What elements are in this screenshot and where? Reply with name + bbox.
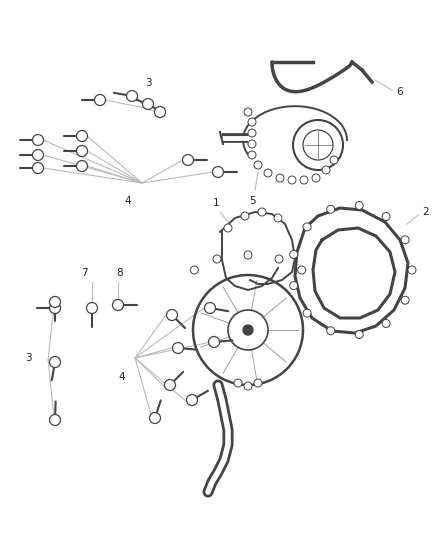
Text: 2: 2 — [422, 207, 429, 217]
Text: 5: 5 — [249, 196, 255, 206]
Circle shape — [155, 107, 166, 117]
Circle shape — [248, 129, 256, 137]
Circle shape — [355, 330, 363, 338]
Circle shape — [382, 213, 390, 221]
Circle shape — [327, 205, 335, 213]
Circle shape — [401, 296, 409, 304]
Text: 3: 3 — [25, 353, 31, 363]
Circle shape — [276, 174, 284, 182]
Circle shape — [244, 108, 252, 116]
Circle shape — [327, 327, 335, 335]
Circle shape — [258, 208, 266, 216]
Circle shape — [234, 379, 242, 387]
Circle shape — [254, 379, 262, 387]
Circle shape — [95, 94, 106, 106]
Circle shape — [248, 118, 256, 126]
Circle shape — [248, 140, 256, 148]
Circle shape — [248, 151, 256, 159]
Circle shape — [243, 325, 253, 335]
Circle shape — [330, 156, 338, 164]
Circle shape — [312, 174, 320, 182]
Circle shape — [113, 300, 124, 311]
Circle shape — [49, 296, 60, 308]
Circle shape — [224, 224, 232, 232]
Circle shape — [187, 394, 198, 406]
Circle shape — [190, 266, 198, 274]
Text: 7: 7 — [81, 268, 87, 278]
Text: 6: 6 — [396, 87, 403, 97]
Circle shape — [213, 255, 221, 263]
Circle shape — [205, 303, 215, 313]
Circle shape — [183, 155, 194, 166]
Circle shape — [401, 236, 409, 244]
Circle shape — [288, 176, 296, 184]
Text: 3: 3 — [145, 78, 151, 88]
Circle shape — [166, 310, 177, 320]
Circle shape — [173, 343, 184, 353]
Text: 8: 8 — [117, 268, 124, 278]
Circle shape — [244, 251, 252, 259]
Text: 4: 4 — [125, 196, 131, 206]
Circle shape — [32, 149, 43, 160]
Circle shape — [77, 160, 88, 172]
Circle shape — [208, 336, 219, 348]
Circle shape — [300, 176, 308, 184]
Circle shape — [77, 146, 88, 157]
Circle shape — [77, 131, 88, 141]
Circle shape — [142, 99, 153, 109]
Circle shape — [264, 169, 272, 177]
Circle shape — [241, 212, 249, 220]
Circle shape — [49, 303, 60, 313]
Circle shape — [127, 91, 138, 101]
Circle shape — [408, 266, 416, 274]
Circle shape — [49, 357, 60, 367]
Circle shape — [212, 166, 223, 177]
Circle shape — [149, 413, 160, 424]
Circle shape — [165, 379, 176, 391]
Circle shape — [298, 266, 306, 274]
Circle shape — [32, 163, 43, 174]
Circle shape — [244, 382, 252, 390]
Circle shape — [275, 255, 283, 263]
Text: 4: 4 — [119, 372, 125, 382]
Circle shape — [355, 201, 363, 209]
Circle shape — [290, 251, 298, 259]
Circle shape — [382, 319, 390, 327]
Circle shape — [274, 214, 282, 222]
Circle shape — [254, 161, 262, 169]
Circle shape — [290, 281, 298, 289]
Circle shape — [322, 166, 330, 174]
Circle shape — [86, 303, 98, 313]
Circle shape — [49, 415, 60, 425]
Text: 1: 1 — [213, 198, 219, 208]
Circle shape — [303, 223, 311, 231]
Circle shape — [303, 309, 311, 317]
Circle shape — [32, 134, 43, 146]
